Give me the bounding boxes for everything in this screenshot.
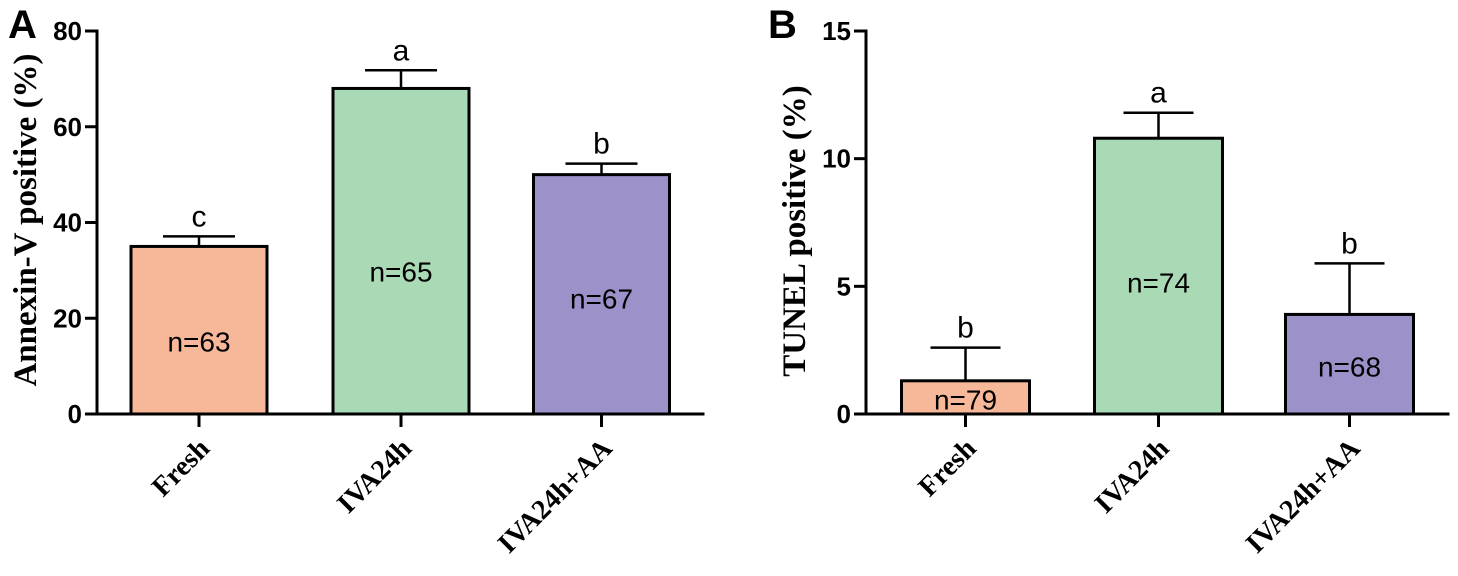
sample-size-label-iva24h-aa: n=68 xyxy=(1318,352,1381,383)
panel-a: A Annexin-V positive (%) c n=63 Fresh a n=65 IV… xyxy=(8,3,705,559)
significance-letter-iva24h: a xyxy=(393,34,410,67)
significance-letter-iva24h: a xyxy=(1150,77,1167,110)
sample-size-label-iva24h-aa: n=67 xyxy=(570,284,633,315)
x-tick-label-iva24h: IVA24h xyxy=(1089,433,1176,520)
sample-size-label-fresh: n=63 xyxy=(167,327,230,358)
sample-size-label-iva24h: n=65 xyxy=(369,257,432,288)
y-tick-label-80: 80 xyxy=(53,16,82,46)
x-tick-label-iva24h-aa: IVA24h+AA xyxy=(492,432,619,559)
bar-iva24h xyxy=(1093,136,1224,416)
panel-label: A xyxy=(8,3,37,47)
y-tick-label-15: 15 xyxy=(822,16,851,46)
sample-size-label-iva24h: n=74 xyxy=(1127,268,1190,299)
y-tick-label-20: 20 xyxy=(53,303,82,333)
y-tick-label-60: 60 xyxy=(53,112,82,142)
y-tick-label-5: 5 xyxy=(837,271,851,301)
x-tick-label-fresh: Fresh xyxy=(146,433,216,503)
significance-letter-fresh: c xyxy=(192,200,207,233)
panel-b: B TUNEL positive (%) b n=79 Fresh a n=74 IVA24h… xyxy=(768,3,1450,559)
x-tick-label-iva24h-aa: IVA24h+AA xyxy=(1240,432,1367,559)
significance-letter-iva24h-aa: b xyxy=(593,128,610,161)
significance-letter-fresh: b xyxy=(957,312,974,345)
bar-iva24h xyxy=(331,86,471,416)
bar-iva24h-aa xyxy=(1284,312,1415,416)
y-tick-label-10: 10 xyxy=(822,144,851,174)
y-axis-title: TUNEL positive (%) xyxy=(777,85,813,377)
y-tick-label-0: 0 xyxy=(837,399,851,429)
y-tick-label-0: 0 xyxy=(68,399,82,429)
bar-fresh xyxy=(129,244,269,416)
significance-letter-iva24h-aa: b xyxy=(1341,227,1358,260)
x-tick-label-fresh: Fresh xyxy=(913,433,983,503)
sample-size-label-fresh: n=79 xyxy=(934,385,997,416)
x-tick-label-iva24h: IVA24h xyxy=(331,433,418,520)
bar-iva24h-aa xyxy=(532,173,671,416)
panel-label: B xyxy=(768,3,797,47)
y-tick-label-40: 40 xyxy=(53,208,82,238)
y-axis-title: Annexin-V positive (%) xyxy=(8,53,44,386)
